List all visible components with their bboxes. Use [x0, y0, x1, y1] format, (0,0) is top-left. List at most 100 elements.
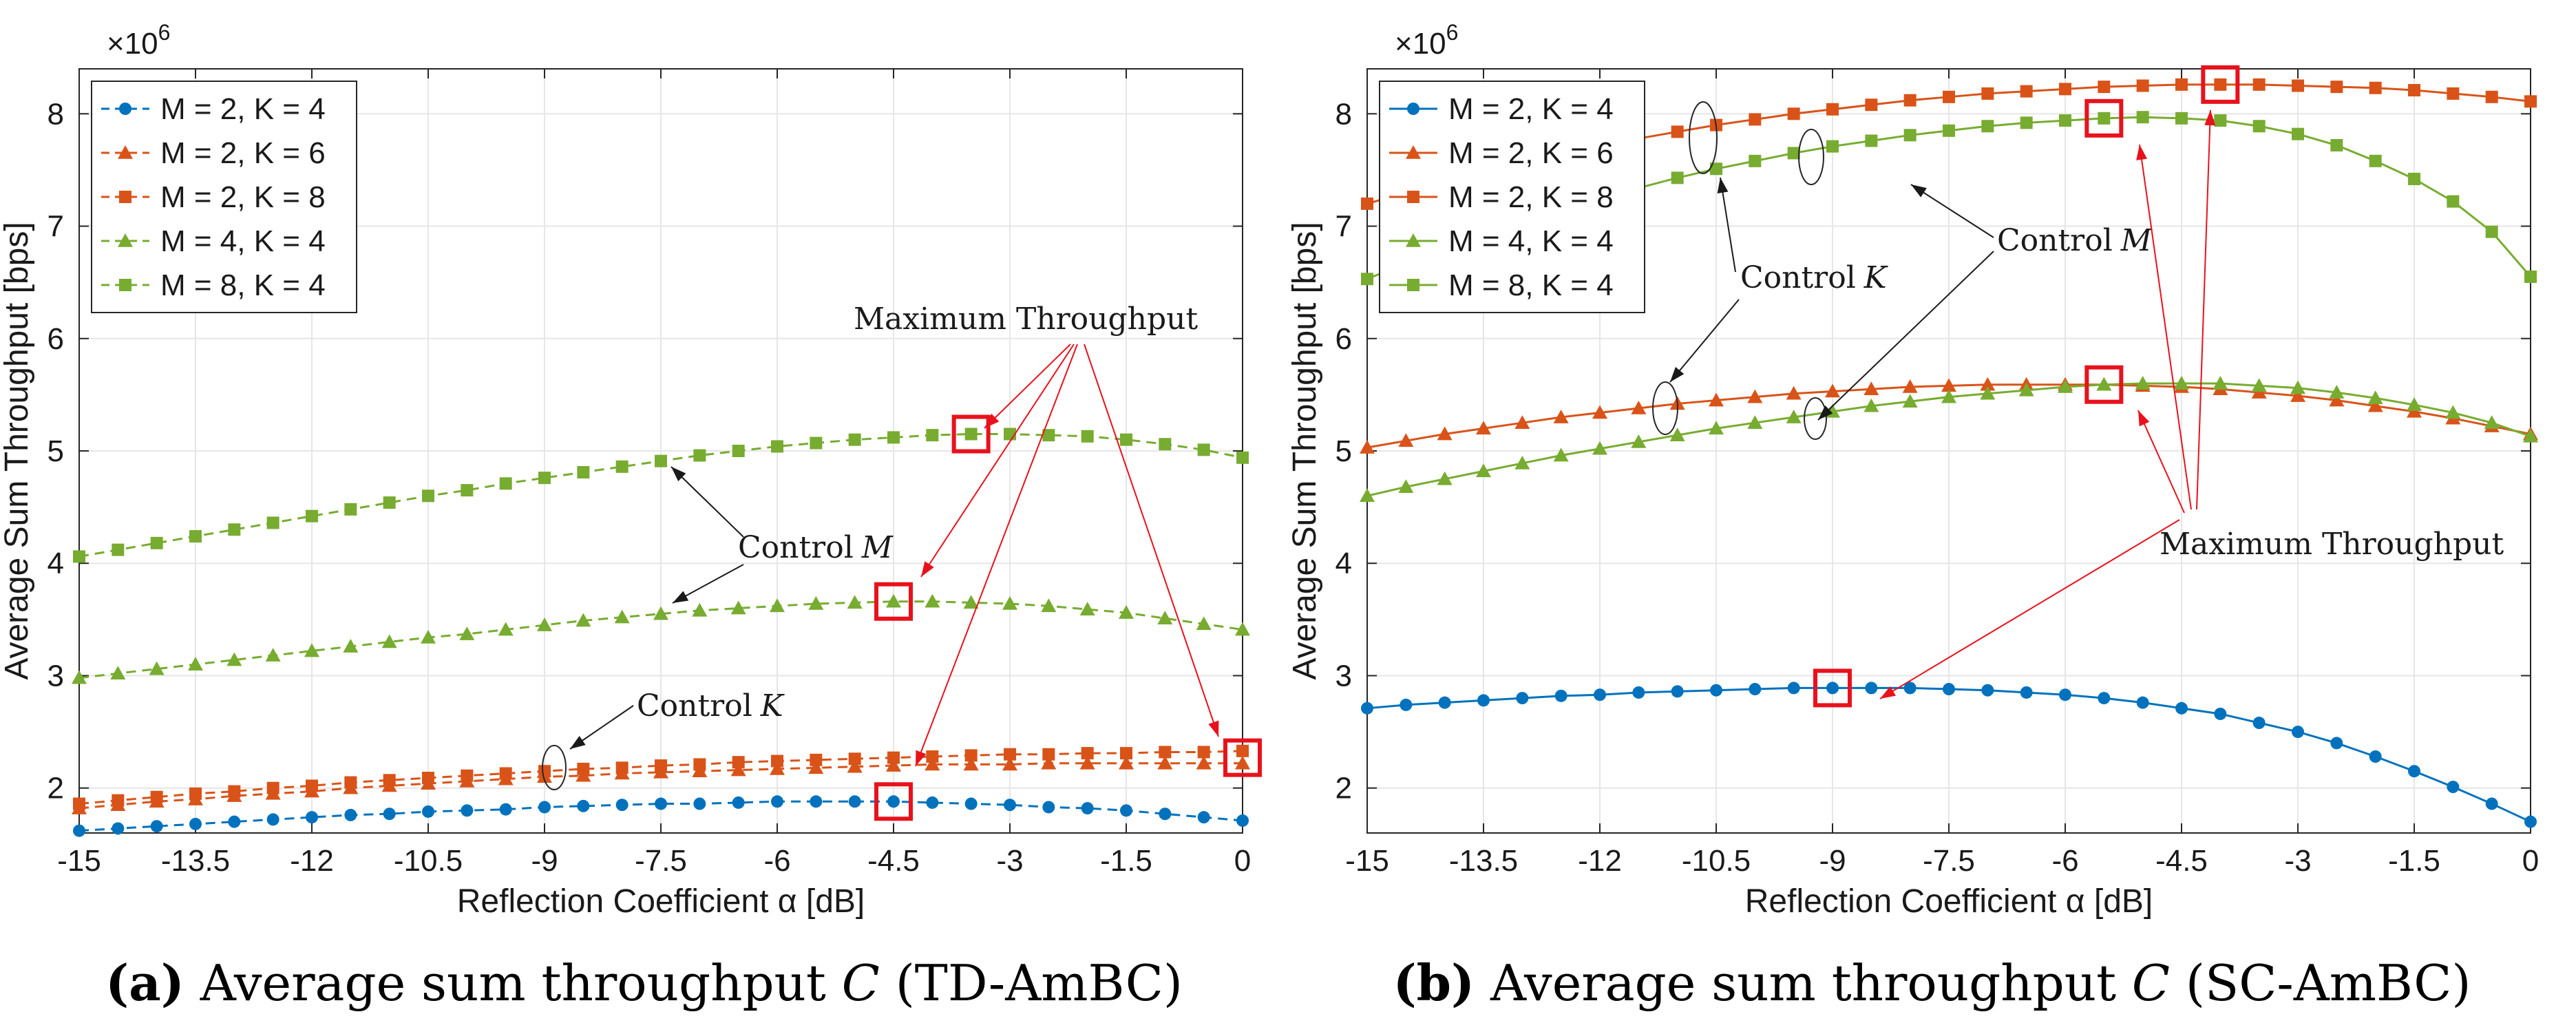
- annotation-arrow-line: [1084, 344, 1219, 737]
- annotation-arrow-line: [984, 344, 1071, 429]
- legend-marker: [1407, 191, 1419, 203]
- legend-marker: [119, 103, 131, 115]
- data-point: [926, 796, 939, 809]
- x-tick-label: -7.5: [1923, 844, 1975, 878]
- annotation-text: Maximum Throughput: [2160, 527, 2504, 562]
- data-point: [1159, 438, 1172, 451]
- annotation-arrow-head: [916, 750, 927, 766]
- data-point: [1157, 611, 1173, 625]
- x-tick-label: -9: [531, 844, 558, 878]
- data-point: [1747, 415, 1763, 429]
- annotation-label: Control: [637, 688, 752, 724]
- annotation-arrow: [1717, 177, 1736, 273]
- caption-a-suffix: (TD-AmBC): [895, 954, 1183, 1012]
- data-point: [1196, 755, 1212, 770]
- legend-marker: [118, 145, 133, 159]
- legend-marker: [1407, 103, 1419, 115]
- legend-label: M = 2, K = 4: [1448, 92, 1614, 126]
- data-point: [1197, 811, 1210, 824]
- data-point: [1710, 162, 1722, 176]
- data-point: [1157, 755, 1173, 770]
- data-point: [112, 822, 125, 835]
- data-point: [886, 758, 901, 772]
- data-point: [2214, 78, 2227, 91]
- data-point: [1749, 154, 1762, 167]
- data-point: [2369, 154, 2382, 167]
- data-point: [1236, 814, 1249, 827]
- data-point: [2292, 726, 2304, 739]
- legend-marker: [119, 191, 131, 203]
- annotation-arrow: [1669, 299, 1740, 383]
- annotation-arrow: [2137, 410, 2185, 514]
- data-point: [655, 454, 667, 467]
- data-point: [344, 776, 357, 789]
- data-point: [847, 759, 863, 773]
- max-throughput-box: [874, 782, 913, 821]
- data-point: [1902, 379, 1918, 393]
- data-point: [538, 801, 551, 814]
- data-point: [1943, 124, 1955, 137]
- data-point: [808, 760, 824, 774]
- annotation-arrow-head: [1670, 366, 1685, 382]
- data-point: [1671, 685, 1684, 698]
- data-point: [1594, 688, 1606, 701]
- legend-marker: [119, 279, 131, 291]
- data-point: [1197, 746, 1210, 759]
- legend-label: M = 4, K = 4: [1448, 224, 1614, 258]
- data-point: [498, 622, 514, 636]
- data-point: [1042, 429, 1055, 442]
- data-point: [963, 757, 979, 771]
- data-point: [2367, 390, 2383, 405]
- x-axis-label: Reflection Coefficient α [dB]: [457, 883, 865, 920]
- annotation-arrow: [915, 344, 1078, 767]
- data-point: [692, 602, 708, 617]
- data-point: [1236, 451, 1249, 464]
- max-throughput-box: [2084, 98, 2124, 138]
- data-point: [73, 550, 85, 563]
- data-point: [848, 795, 861, 808]
- data-point: [1865, 682, 1878, 695]
- data-point: [887, 751, 900, 764]
- data-point: [1709, 392, 1724, 407]
- legend-marker: [1406, 145, 1421, 159]
- data-point: [1787, 107, 1800, 120]
- data-point: [1826, 103, 1839, 116]
- x-tick-label: -6: [2051, 844, 2078, 878]
- data-point: [577, 762, 590, 775]
- data-point: [693, 758, 706, 771]
- data-point: [693, 449, 706, 462]
- annotation-arrow-head: [1818, 405, 1833, 420]
- data-point: [73, 797, 85, 810]
- data-point: [2445, 405, 2461, 419]
- data-point: [2524, 270, 2537, 283]
- y-exponent-power: 6: [158, 20, 171, 45]
- x-tick-label: -9: [1819, 844, 1846, 878]
- legend: M = 2, K = 4 M = 2, K = 6 M = 2, K = 8 M = …: [1379, 81, 1645, 313]
- data-point: [1787, 147, 1800, 160]
- data-point: [2447, 781, 2460, 794]
- y-tick-label: 6: [47, 322, 64, 356]
- data-point: [614, 609, 630, 624]
- data-point: [1002, 757, 1017, 771]
- data-point: [1749, 683, 1762, 696]
- legend-label: M = 2, K = 6: [160, 136, 326, 170]
- data-point: [771, 755, 783, 768]
- y-tick-label: 5: [47, 434, 64, 468]
- data-point: [422, 805, 434, 818]
- data-point: [381, 634, 397, 648]
- annotation-arrow: [1817, 251, 1994, 421]
- data-point: [499, 803, 512, 816]
- legend-marker: [1406, 233, 1421, 247]
- data-point: [2330, 81, 2343, 94]
- annotation-arrow-head: [1717, 178, 1729, 193]
- data-point: [2059, 83, 2071, 96]
- data-point: [1361, 701, 1373, 715]
- annotation-arrow-head: [1208, 720, 1219, 737]
- data-point: [1400, 698, 1413, 711]
- group-ellipse: [542, 745, 567, 790]
- annotation-label: Control: [1997, 223, 2113, 258]
- data-point: [2408, 765, 2420, 778]
- data-point: [2447, 195, 2460, 208]
- data-point: [1081, 747, 1094, 760]
- data-point: [1081, 802, 1094, 815]
